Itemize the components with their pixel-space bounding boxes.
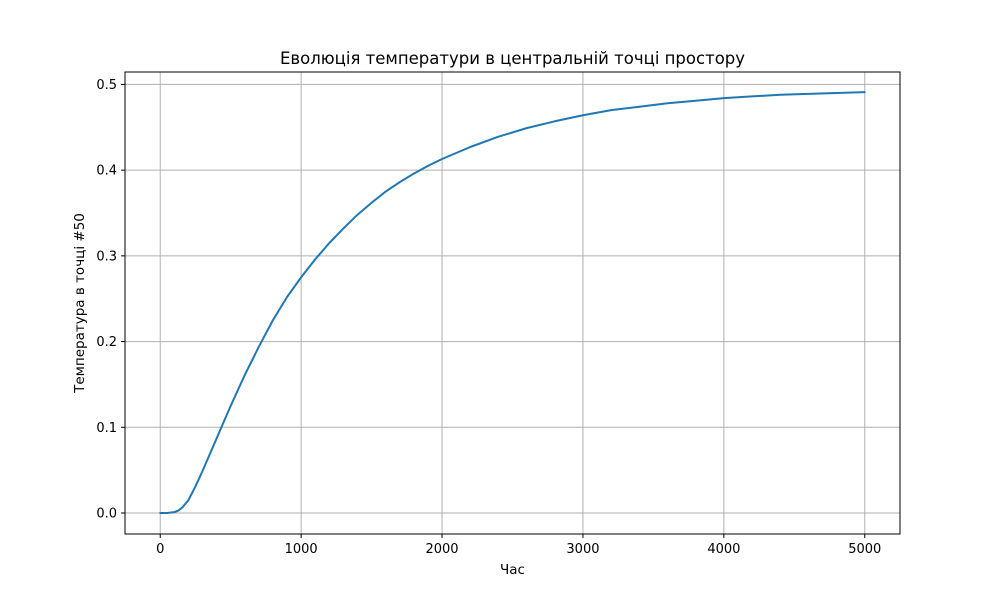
x-axis-label: Час (500, 562, 525, 578)
x-tick-label: 2000 (425, 542, 458, 557)
chart-title: Еволюція температури в центральній точці… (280, 49, 745, 68)
series-layer (159, 91, 866, 514)
axis-ticks: 0 1000 2000 3000 4000 5000 0.0 0.1 0.2 0.3 0.4 0.5 (96, 78, 881, 557)
x-tick-label: 4000 (707, 542, 740, 557)
grid-lines (125, 72, 900, 534)
x-tick-label: 1000 (285, 542, 318, 557)
x-tick-label: 3000 (566, 542, 599, 557)
y-tick-label: 0.4 (96, 164, 117, 179)
y-tick-label: 0.2 (96, 335, 117, 350)
y-axis-label: Температура в точці #50 (72, 213, 88, 394)
y-tick-label: 0.5 (96, 78, 117, 93)
y-tick-label: 0.0 (96, 507, 117, 522)
y-tick-label: 0.1 (96, 421, 117, 436)
temperature-series-line (159, 91, 866, 514)
plot-frame (124, 71, 901, 535)
x-tick-label: 0 (156, 542, 164, 557)
y-tick-label: 0.3 (96, 249, 117, 264)
x-tick-label: 5000 (848, 542, 881, 557)
